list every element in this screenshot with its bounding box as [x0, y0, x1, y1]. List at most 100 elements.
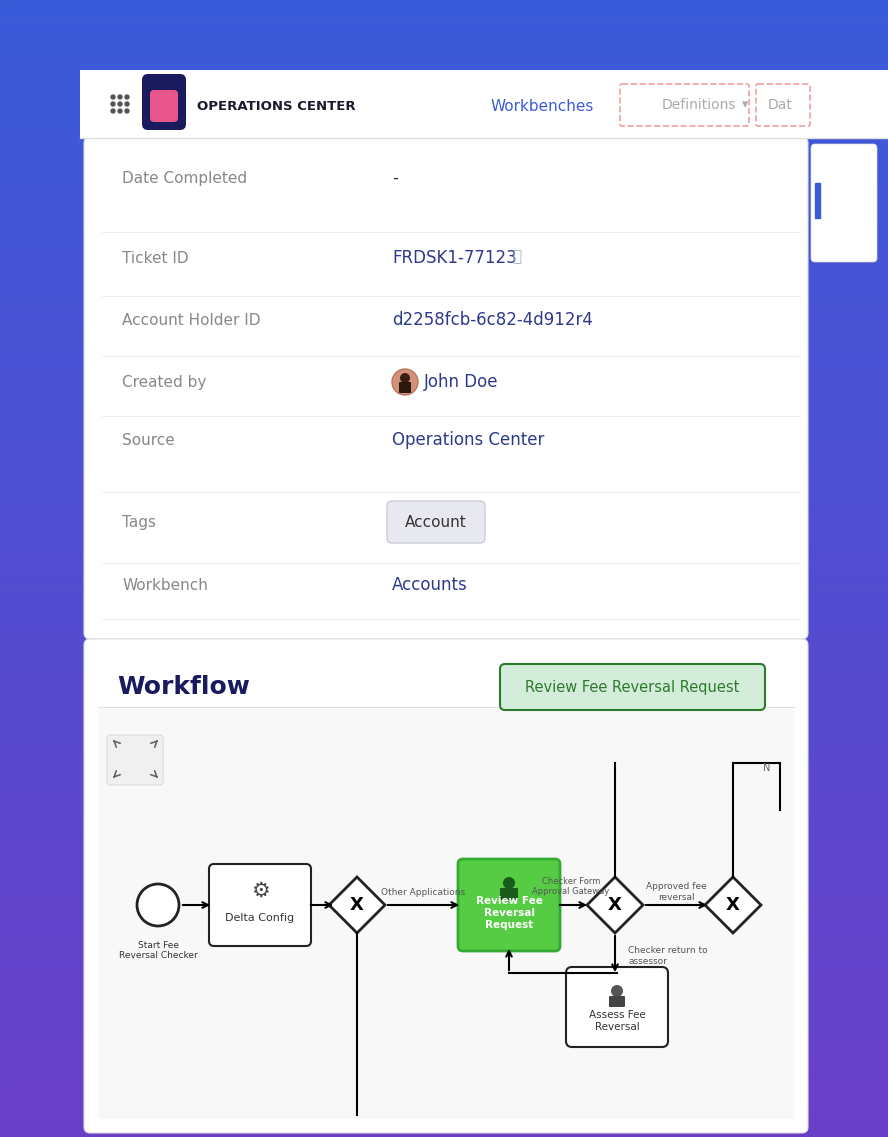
Bar — [0, 955, 888, 962]
Bar — [0, 995, 888, 1002]
Text: Workbench: Workbench — [122, 578, 208, 592]
Text: Other Applications: Other Applications — [381, 888, 465, 896]
Bar — [0, 773, 888, 780]
Bar — [0, 705, 888, 712]
Bar — [0, 432, 888, 439]
Bar — [0, 915, 888, 922]
Bar — [0, 1126, 888, 1132]
Bar — [0, 819, 888, 825]
Bar — [0, 677, 888, 683]
Bar — [815, 183, 820, 218]
Bar — [0, 125, 888, 132]
Bar — [0, 313, 888, 319]
Bar — [0, 352, 888, 359]
Text: Delta Config: Delta Config — [226, 913, 295, 923]
Circle shape — [118, 109, 122, 113]
Bar — [0, 40, 888, 47]
Circle shape — [125, 109, 129, 113]
Text: Approved fee
reversal: Approved fee reversal — [646, 882, 706, 902]
Bar — [0, 478, 888, 484]
Bar — [0, 1057, 888, 1064]
Bar — [0, 347, 888, 354]
Bar — [0, 750, 888, 757]
FancyBboxPatch shape — [609, 996, 625, 1007]
Bar — [0, 807, 888, 814]
Bar — [0, 318, 888, 325]
Bar — [0, 85, 888, 92]
Text: Created by: Created by — [122, 374, 206, 390]
Bar — [0, 654, 888, 661]
Bar — [0, 324, 888, 331]
Bar — [0, 904, 888, 911]
FancyBboxPatch shape — [756, 84, 810, 126]
Bar — [0, 381, 888, 388]
Circle shape — [118, 96, 122, 99]
Bar — [0, 256, 888, 263]
Bar — [0, 568, 888, 575]
Bar — [0, 870, 888, 877]
Text: Workflow: Workflow — [117, 675, 250, 699]
Bar — [0, 216, 888, 223]
Bar — [0, 1080, 888, 1087]
Text: Account: Account — [405, 515, 467, 530]
Bar — [0, 74, 888, 81]
Bar — [0, 1120, 888, 1127]
Bar — [0, 182, 888, 189]
Bar — [0, 972, 888, 979]
Circle shape — [111, 96, 115, 99]
Bar — [0, 853, 888, 860]
Text: Checker Form
Approval Gateway: Checker Form Approval Gateway — [533, 877, 610, 896]
Bar — [0, 1103, 888, 1110]
Bar — [0, 307, 888, 314]
Bar — [0, 523, 888, 530]
Text: X: X — [608, 896, 622, 914]
Text: John Doe: John Doe — [424, 373, 498, 391]
Bar — [0, 244, 888, 251]
FancyBboxPatch shape — [80, 70, 888, 138]
Bar — [0, 551, 888, 558]
Bar — [0, 438, 888, 445]
Bar — [0, 961, 888, 968]
Bar — [0, 227, 888, 234]
Bar — [0, 426, 888, 433]
Bar — [0, 1040, 888, 1047]
Bar — [0, 620, 888, 626]
Text: Operations Center: Operations Center — [392, 431, 544, 449]
Bar — [0, 222, 888, 229]
Bar — [0, 0, 888, 7]
Bar — [0, 813, 888, 820]
Bar — [0, 1092, 888, 1098]
Bar — [0, 341, 888, 348]
Circle shape — [392, 370, 418, 395]
Bar — [0, 415, 888, 422]
Bar — [0, 682, 888, 689]
Bar — [0, 1001, 888, 1007]
Text: Tags: Tags — [122, 515, 156, 530]
Bar — [0, 108, 888, 115]
Bar — [0, 944, 888, 951]
Bar — [0, 841, 888, 848]
Bar — [0, 51, 888, 58]
Text: ⚙: ⚙ — [250, 881, 269, 901]
Bar — [98, 709, 794, 1119]
Bar — [0, 358, 888, 365]
Bar — [0, 273, 888, 280]
Bar — [0, 608, 888, 615]
Bar — [0, 1046, 888, 1053]
Bar — [0, 1109, 888, 1115]
Bar — [0, 188, 888, 194]
FancyBboxPatch shape — [387, 501, 485, 543]
Bar — [0, 460, 888, 467]
Bar — [0, 984, 888, 990]
Bar — [0, 239, 888, 246]
Bar — [0, 949, 888, 956]
Bar — [0, 472, 888, 479]
Bar — [0, 762, 888, 769]
Text: Date Completed: Date Completed — [122, 171, 247, 185]
Bar — [0, 591, 888, 598]
Bar — [0, 802, 888, 808]
Bar — [0, 910, 888, 916]
Bar — [0, 739, 888, 746]
Bar — [0, 91, 888, 98]
Bar — [0, 631, 888, 638]
